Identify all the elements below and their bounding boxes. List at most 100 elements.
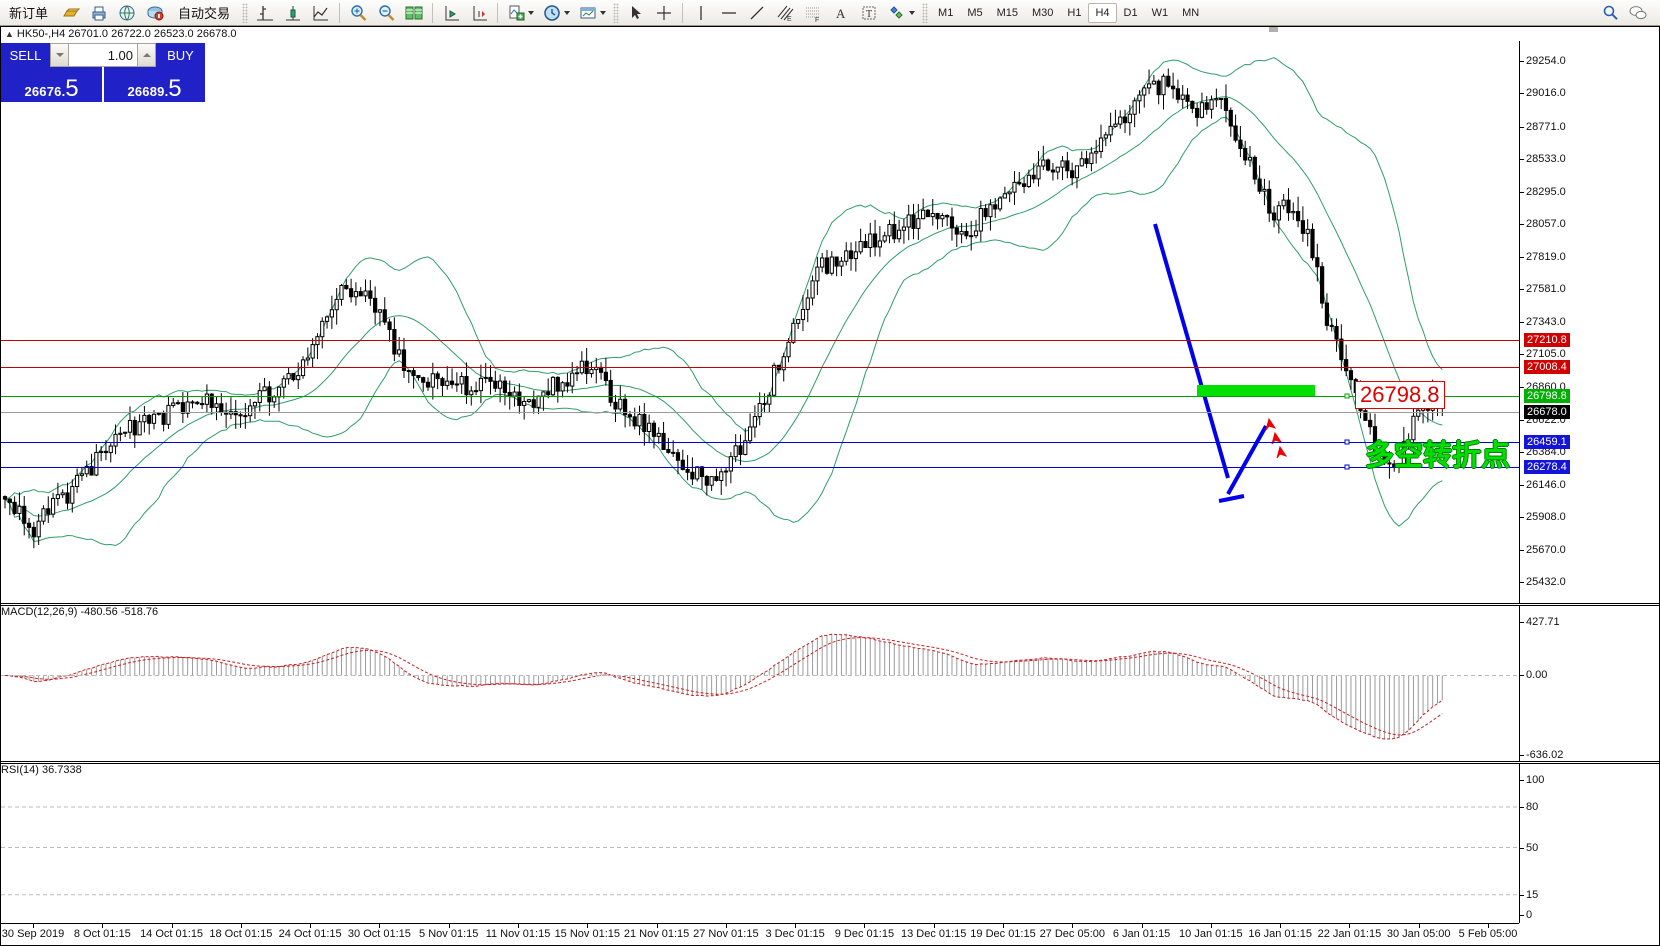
auto-scroll-icon[interactable] [465, 1, 493, 25]
timeframe-h1[interactable]: H1 [1067, 6, 1082, 19]
chevron-down-icon-2[interactable] [564, 10, 571, 15]
line-chart-icon[interactable] [307, 1, 335, 25]
horizontal-level-line[interactable] [1, 442, 1519, 444]
price-axis-label: 26146.0 [1526, 478, 1566, 491]
timeframe-h4[interactable]: H4 [1088, 2, 1117, 23]
price-tick [1520, 60, 1524, 62]
timeframe-m5[interactable]: M5 [967, 6, 983, 19]
timeframe-m1[interactable]: M1 [938, 6, 954, 19]
cursor-icon[interactable] [622, 1, 650, 25]
pane-separator-macd[interactable] [1, 603, 1659, 606]
time-tick [795, 924, 797, 928]
collapse-arrow-icon[interactable]: ▲ [5, 29, 14, 39]
horizontal-level-line[interactable] [1, 367, 1519, 369]
supply-zone-rectangle[interactable] [1197, 385, 1315, 396]
fibonacci-icon[interactable]: F [799, 1, 827, 25]
bar-chart-icon[interactable] [251, 1, 279, 25]
zoom-in-icon[interactable] [344, 1, 372, 25]
svg-text:A: A [836, 6, 846, 21]
horizontal-line-icon[interactable] [715, 1, 743, 25]
rsi-pane[interactable]: RSI(14) 36.7338 100 80 50 15 0 30 Sep 2019 8 … [1, 764, 1659, 945]
zoom-out-icon[interactable] [372, 1, 400, 25]
chat-icon[interactable] [1624, 1, 1652, 25]
price-badge-last-price[interactable]: 26678.0 [1524, 405, 1570, 420]
text-label-icon[interactable]: A [827, 1, 855, 25]
expert-advisor-icon[interactable] [141, 1, 169, 25]
new-order-label: 新订单 [9, 6, 49, 21]
chevron-down-icon-3[interactable] [600, 10, 607, 15]
horizontal-level-line[interactable] [1, 395, 1519, 397]
gold-bar-icon[interactable] [57, 1, 85, 25]
chevron-down-icon[interactable] [528, 10, 535, 15]
vertical-line-icon[interactable] [687, 1, 715, 25]
timeframe-w1[interactable]: W1 [1151, 6, 1169, 19]
price-badge-support[interactable]: 26459.1 [1524, 435, 1570, 450]
price-badge-pivot[interactable]: 26798.8 [1524, 388, 1570, 403]
time-axis-label: 11 Nov 01:15 [485, 928, 551, 940]
chart-scroll-marker[interactable] [1269, 27, 1278, 32]
line-anchor-handle[interactable] [1344, 393, 1350, 399]
price-badge-resistance[interactable]: 27210.8 [1524, 332, 1570, 347]
chinese-annotation[interactable]: 多空转折点 [1365, 432, 1510, 474]
price-pane[interactable]: 26798.8 多空转折点 29254.0 29016.0 28771.0 28533… [1, 41, 1659, 603]
printer-icon[interactable] [85, 1, 113, 25]
time-tick [1003, 924, 1004, 928]
volume-stepper[interactable]: 1.00 [50, 43, 156, 67]
one-click-trading-panel[interactable]: SELL 1.00 BUY 26676. 5 26689. 5 [1, 43, 206, 102]
timeframe-m15[interactable]: M15 [996, 6, 1018, 19]
period-clock-icon[interactable] [538, 1, 574, 25]
price-badge-support[interactable]: 26278.4 [1524, 459, 1570, 474]
rsi-axis[interactable]: 100 80 50 15 0 [1519, 764, 1659, 923]
line-anchor-handle[interactable] [1344, 464, 1350, 470]
time-tick [864, 924, 866, 928]
price-axis-label: 28771.0 [1526, 120, 1566, 133]
price-badge-resistance[interactable]: 27008.4 [1524, 360, 1570, 375]
volume-increase-button[interactable] [137, 44, 155, 66]
volume-decrease-button[interactable] [51, 44, 69, 66]
buy-button[interactable]: BUY [156, 43, 205, 67]
text-box-icon[interactable]: T [855, 1, 883, 25]
chart-shift-icon[interactable] [437, 1, 465, 25]
horizontal-level-line[interactable] [1, 466, 1519, 468]
buy-price[interactable]: 26689. 5 [104, 67, 206, 102]
horizontal-level-line[interactable] [1, 339, 1519, 341]
templates-icon[interactable] [574, 1, 610, 25]
macd-axis[interactable]: 427.71 0.00 -636.02 [1519, 606, 1659, 761]
time-tick [240, 924, 242, 928]
new-order-button[interactable]: 新订单 [0, 1, 57, 25]
candlestick-chart-icon[interactable] [279, 1, 307, 25]
macd-tick [1520, 622, 1524, 623]
volume-input[interactable]: 1.00 [69, 44, 137, 66]
trendline-icon[interactable] [743, 1, 771, 25]
timeframe-mn[interactable]: MN [1182, 6, 1200, 19]
timeframe-m30[interactable]: M30 [1032, 6, 1054, 19]
search-icon[interactable] [1596, 1, 1624, 25]
toolbar-separator-4 [682, 2, 684, 23]
chevron-down-icon-4[interactable] [909, 10, 916, 15]
tile-windows-icon[interactable] [400, 1, 428, 25]
globe-icon[interactable] [113, 1, 141, 25]
line-anchor-handle[interactable] [1344, 439, 1350, 445]
toolbar-grip-2[interactable] [613, 2, 620, 23]
timeframe-d1[interactable]: D1 [1123, 6, 1138, 19]
shapes-icon[interactable] [883, 1, 919, 25]
equidistant-channel-icon[interactable]: E [771, 1, 799, 25]
horizontal-level-line[interactable] [1, 412, 1519, 414]
price-axis[interactable]: 29254.0 29016.0 28771.0 28533.0 28295.0 28057… [1519, 41, 1659, 603]
price-annotation-box[interactable]: 26798.8 [1355, 381, 1445, 409]
autotrade-button[interactable]: 自动交易 [169, 1, 239, 25]
rsi-tick [1520, 807, 1524, 808]
pane-separator-rsi[interactable] [1, 761, 1659, 764]
time-axis-label: 27 Nov 01:15 [693, 928, 759, 940]
time-tick [1141, 924, 1143, 928]
chart-window[interactable]: ▲ HK50-,H4 26701.0 26722.0 26523.0 26678.… [0, 26, 1660, 946]
toolbar-grip-3[interactable] [922, 2, 929, 23]
crosshair-icon[interactable] [650, 1, 678, 25]
time-axis[interactable]: 30 Sep 2019 8 Oct 01:15 14 Oct 01:15 18 Oct… [1, 923, 1519, 945]
macd-pane[interactable]: MACD(12,26,9) -480.56 -518.76 427.71 0.00… [1, 606, 1659, 761]
price-tick [1520, 191, 1524, 193]
sell-price[interactable]: 26676. 5 [1, 67, 103, 102]
toolbar-grip[interactable] [242, 2, 249, 23]
indicators-icon[interactable] [502, 1, 538, 25]
sell-button[interactable]: SELL [1, 43, 50, 67]
